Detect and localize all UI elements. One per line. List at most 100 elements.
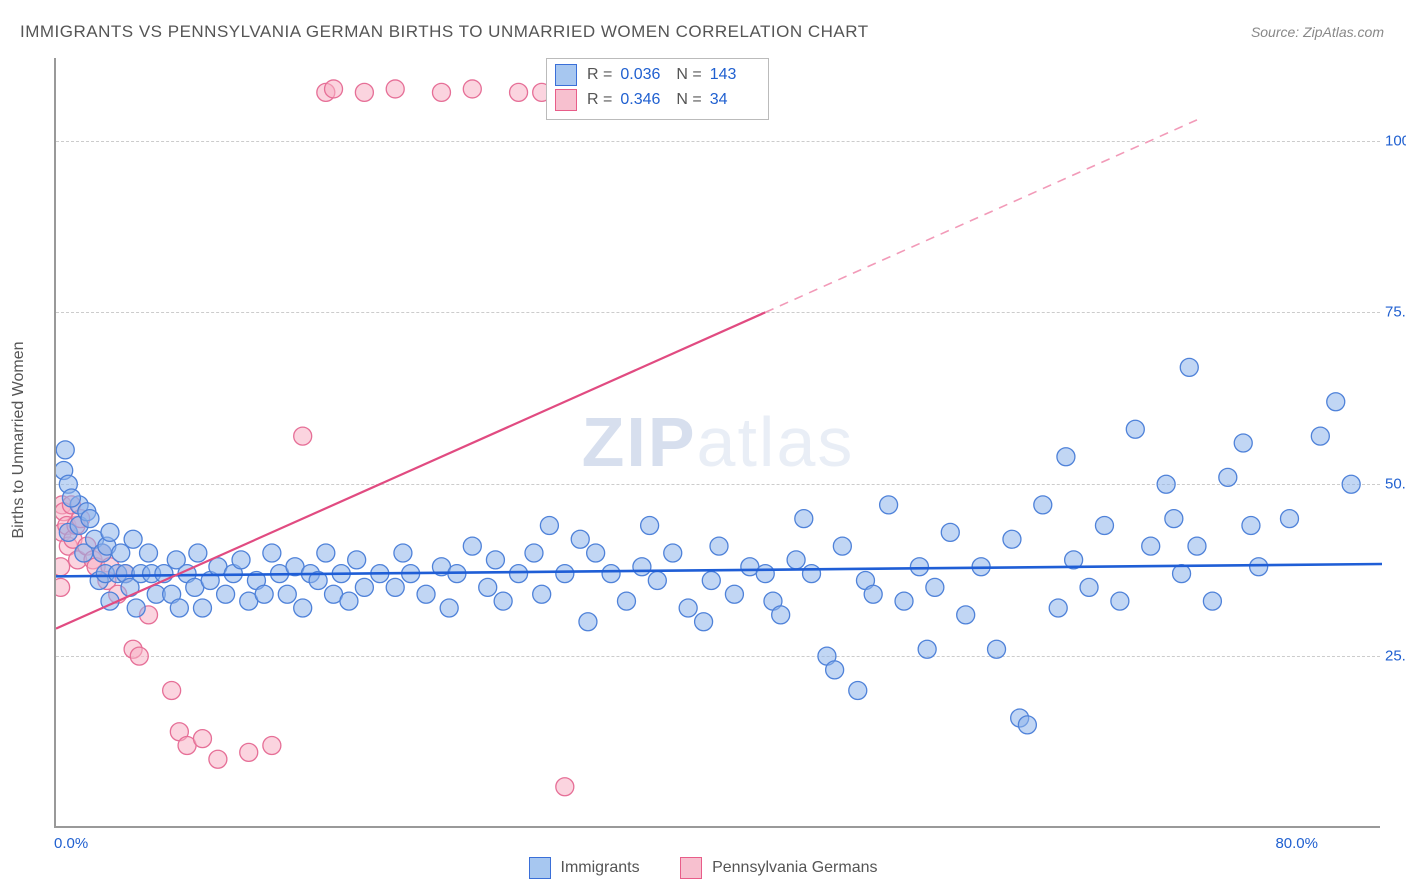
legend-label: Pennsylvania Germans bbox=[712, 859, 877, 877]
point-immigrant bbox=[1280, 510, 1298, 528]
stat-label: R = bbox=[587, 63, 612, 88]
point-pa-german bbox=[510, 83, 528, 101]
point-immigrant bbox=[664, 544, 682, 562]
point-immigrant bbox=[170, 599, 188, 617]
point-immigrant bbox=[633, 558, 651, 576]
point-immigrant bbox=[56, 441, 74, 459]
point-pa-german bbox=[325, 80, 343, 98]
point-immigrant bbox=[880, 496, 898, 514]
point-immigrant bbox=[1173, 565, 1191, 583]
stat-n-pink: 34 bbox=[710, 88, 758, 113]
point-immigrant bbox=[386, 578, 404, 596]
point-immigrant bbox=[1342, 475, 1360, 493]
point-immigrant bbox=[803, 565, 821, 583]
point-immigrant bbox=[1180, 358, 1198, 376]
point-immigrant bbox=[1219, 468, 1237, 486]
point-immigrant bbox=[695, 613, 713, 631]
point-immigrant bbox=[617, 592, 635, 610]
point-immigrant bbox=[941, 523, 959, 541]
point-immigrant bbox=[648, 572, 666, 590]
point-immigrant bbox=[510, 565, 528, 583]
point-immigrant bbox=[417, 585, 435, 603]
point-immigrant bbox=[217, 585, 235, 603]
point-immigrant bbox=[1234, 434, 1252, 452]
point-immigrant bbox=[101, 523, 119, 541]
point-immigrant bbox=[533, 585, 551, 603]
point-immigrant bbox=[787, 551, 805, 569]
point-immigrant bbox=[710, 537, 728, 555]
bottom-legend: Immigrants Pennsylvania Germans bbox=[0, 857, 1406, 884]
x-tick-max: 80.0% bbox=[1275, 835, 1318, 852]
point-immigrant bbox=[278, 585, 296, 603]
point-immigrant bbox=[1057, 448, 1075, 466]
point-immigrant bbox=[294, 599, 312, 617]
stats-row-blue: R = 0.036 N = 143 bbox=[555, 63, 758, 88]
point-immigrant bbox=[317, 544, 335, 562]
point-immigrant bbox=[926, 578, 944, 596]
point-immigrant bbox=[833, 537, 851, 555]
point-immigrant bbox=[725, 585, 743, 603]
point-immigrant bbox=[849, 682, 867, 700]
point-immigrant bbox=[1034, 496, 1052, 514]
point-immigrant bbox=[355, 578, 373, 596]
point-pa-german bbox=[556, 778, 574, 796]
point-immigrant bbox=[1165, 510, 1183, 528]
point-immigrant bbox=[1049, 599, 1067, 617]
point-immigrant bbox=[1111, 592, 1129, 610]
stat-label: R = bbox=[587, 88, 612, 113]
source-label: Source: ZipAtlas.com bbox=[1251, 24, 1384, 40]
point-pa-german bbox=[355, 83, 373, 101]
point-immigrant bbox=[1003, 530, 1021, 548]
point-immigrant bbox=[988, 640, 1006, 658]
point-immigrant bbox=[571, 530, 589, 548]
point-pa-german bbox=[240, 743, 258, 761]
point-pa-german bbox=[386, 80, 404, 98]
point-immigrant bbox=[864, 585, 882, 603]
point-immigrant bbox=[81, 510, 99, 528]
point-immigrant bbox=[525, 544, 543, 562]
point-immigrant bbox=[602, 565, 620, 583]
stat-label: N = bbox=[676, 63, 701, 88]
point-pa-german bbox=[463, 80, 481, 98]
swatch-pink-icon bbox=[555, 89, 577, 111]
legend-label: Immigrants bbox=[561, 859, 640, 877]
legend-item-pa-germans: Pennsylvania Germans bbox=[680, 857, 877, 879]
point-immigrant bbox=[255, 585, 273, 603]
point-immigrant bbox=[910, 558, 928, 576]
x-tick-min: 0.0% bbox=[54, 835, 88, 852]
point-immigrant bbox=[1018, 716, 1036, 734]
point-immigrant bbox=[394, 544, 412, 562]
point-immigrant bbox=[641, 517, 659, 535]
point-immigrant bbox=[579, 613, 597, 631]
point-immigrant bbox=[1203, 592, 1221, 610]
stat-label: N = bbox=[676, 88, 701, 113]
plot-area: ZIPatlas 25.0%50.0%75.0%100.0% R = 0.036… bbox=[54, 58, 1380, 828]
point-immigrant bbox=[1242, 517, 1260, 535]
point-immigrant bbox=[479, 578, 497, 596]
point-pa-german bbox=[193, 730, 211, 748]
point-immigrant bbox=[556, 565, 574, 583]
point-immigrant bbox=[348, 551, 366, 569]
y-axis-label: Births to Unmarried Women bbox=[10, 341, 28, 538]
point-immigrant bbox=[1311, 427, 1329, 445]
y-tick-label: 75.0% bbox=[1385, 304, 1406, 321]
chart-title: IMMIGRANTS VS PENNSYLVANIA GERMAN BIRTHS… bbox=[20, 22, 869, 42]
point-immigrant bbox=[587, 544, 605, 562]
point-immigrant bbox=[1250, 558, 1268, 576]
point-immigrant bbox=[679, 599, 697, 617]
point-pa-german bbox=[263, 737, 281, 755]
point-immigrant bbox=[140, 544, 158, 562]
legend-item-immigrants: Immigrants bbox=[529, 857, 640, 879]
point-immigrant bbox=[494, 592, 512, 610]
point-pa-german bbox=[294, 427, 312, 445]
point-immigrant bbox=[1188, 537, 1206, 555]
point-immigrant bbox=[1126, 420, 1144, 438]
point-immigrant bbox=[263, 544, 281, 562]
stat-r-pink: 0.346 bbox=[620, 88, 668, 113]
point-immigrant bbox=[826, 661, 844, 679]
point-immigrant bbox=[127, 599, 145, 617]
point-pa-german bbox=[163, 682, 181, 700]
swatch-blue-icon bbox=[529, 857, 551, 879]
y-tick-label: 50.0% bbox=[1385, 476, 1406, 493]
point-immigrant bbox=[62, 489, 80, 507]
